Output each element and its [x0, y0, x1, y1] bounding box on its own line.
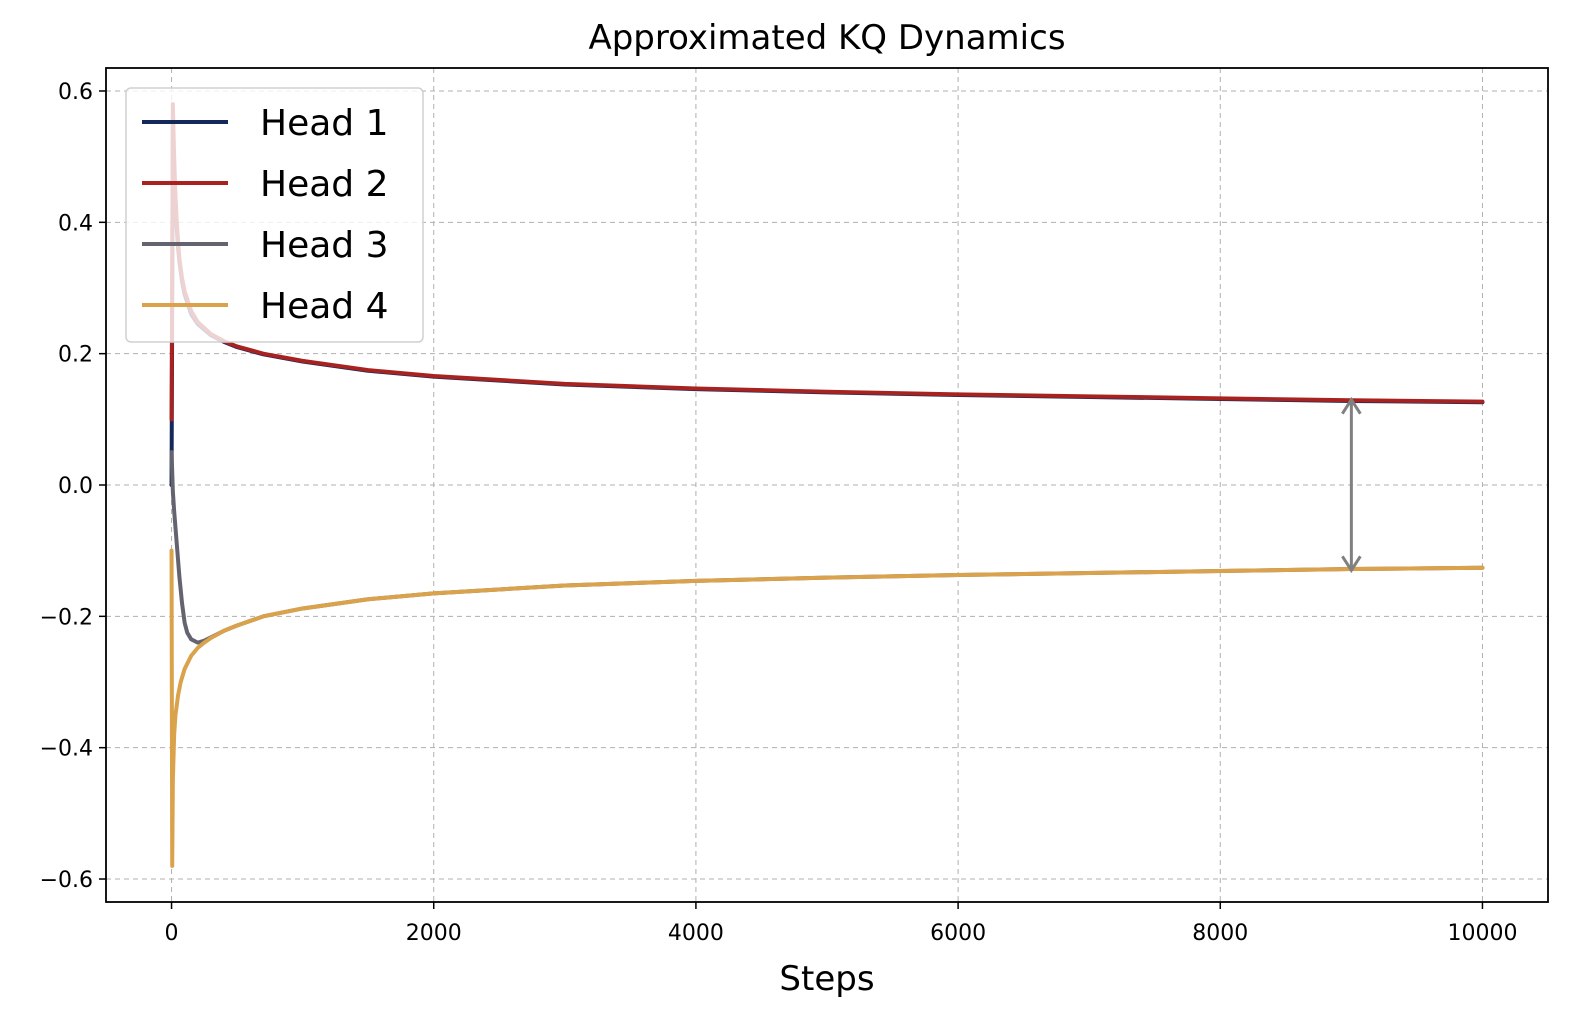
x-axis-label: Steps — [779, 959, 874, 999]
legend-label: Head 1 — [260, 103, 388, 144]
legend-item-head-3: Head 3 — [142, 225, 388, 266]
x-tick-label: 0 — [165, 921, 179, 946]
y-tick-label: −0.4 — [40, 737, 93, 762]
double-arrow-annotation — [1341, 396, 1362, 574]
axis-ticks: 0 2000 4000 6000 8000 10000 −0.6 −0.4 −0.2 0.0 0.2… — [40, 80, 1518, 946]
legend-item-head-2: Head 2 — [142, 164, 388, 205]
y-tick-label: 0.4 — [58, 211, 93, 236]
arrow-head-down — [1341, 555, 1362, 574]
y-tick-label: −0.2 — [40, 605, 93, 630]
x-tick-label: 8000 — [1192, 921, 1248, 946]
legend-label: Head 2 — [260, 164, 388, 205]
y-tick-label: 0.0 — [58, 474, 93, 499]
annotations — [1341, 396, 1362, 574]
x-tick-label: 6000 — [930, 921, 986, 946]
x-tick-label: 10000 — [1447, 921, 1517, 946]
grid — [106, 68, 1548, 902]
y-tick-label: 0.2 — [58, 343, 93, 368]
legend-item-head-4: Head 4 — [142, 286, 388, 327]
series-line-head-4 — [169, 548, 1485, 868]
legend-item-head-1: Head 1 — [142, 103, 388, 144]
x-tick-label: 4000 — [668, 921, 724, 946]
legend-label: Head 4 — [260, 286, 388, 327]
legend: Head 1 Head 2 Head 3 Head 4 — [125, 87, 424, 343]
legend-box — [125, 87, 424, 343]
y-tick-label: −0.6 — [40, 868, 93, 893]
x-tick-label: 2000 — [406, 921, 462, 946]
legend-label: Head 3 — [260, 225, 388, 266]
arrow-head-up — [1341, 396, 1362, 415]
y-tick-label: 0.6 — [58, 80, 93, 105]
chart-title: Approximated KQ Dynamics — [588, 18, 1065, 58]
